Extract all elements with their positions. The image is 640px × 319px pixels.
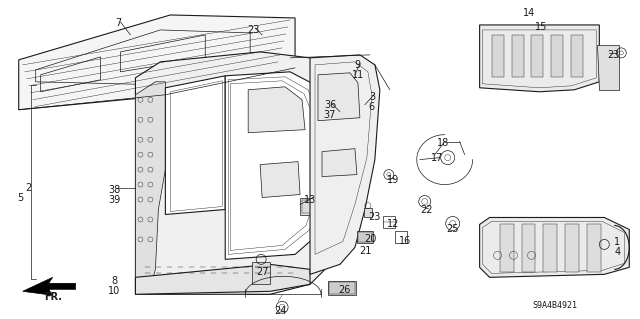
Text: 15: 15 — [535, 22, 548, 32]
Polygon shape — [136, 264, 310, 294]
Bar — [552, 35, 563, 77]
Text: 6: 6 — [369, 102, 375, 112]
Polygon shape — [597, 45, 620, 90]
Text: 26: 26 — [338, 285, 350, 295]
Bar — [364, 207, 372, 218]
Text: 27: 27 — [256, 267, 268, 277]
Polygon shape — [248, 87, 305, 133]
Text: 23: 23 — [369, 212, 381, 222]
Text: 17: 17 — [431, 152, 443, 163]
Text: 4: 4 — [614, 248, 620, 257]
Polygon shape — [318, 73, 360, 121]
Text: 16: 16 — [399, 236, 411, 247]
Text: 39: 39 — [108, 195, 120, 204]
Text: 10: 10 — [108, 286, 120, 296]
Bar — [300, 197, 322, 216]
Bar — [531, 35, 543, 77]
Bar — [565, 225, 579, 272]
Bar — [511, 35, 524, 77]
Bar — [572, 35, 584, 77]
Polygon shape — [260, 162, 300, 197]
Text: 14: 14 — [524, 8, 536, 18]
Bar — [383, 217, 395, 228]
Text: 19: 19 — [387, 174, 399, 185]
Polygon shape — [136, 82, 165, 294]
Polygon shape — [225, 72, 330, 259]
Text: 23: 23 — [607, 50, 620, 60]
Polygon shape — [479, 25, 599, 92]
Text: 20: 20 — [365, 234, 377, 244]
Bar — [395, 232, 407, 243]
Bar — [358, 233, 372, 242]
Text: 36: 36 — [324, 100, 336, 110]
Text: 25: 25 — [447, 225, 459, 234]
Text: 24: 24 — [274, 306, 286, 316]
Text: 2: 2 — [26, 182, 32, 193]
Polygon shape — [479, 218, 629, 277]
Text: 3: 3 — [369, 92, 375, 102]
Polygon shape — [322, 149, 357, 177]
Text: 38: 38 — [108, 185, 120, 195]
Bar — [328, 281, 356, 295]
Text: 5: 5 — [17, 193, 24, 203]
Polygon shape — [22, 277, 76, 295]
Bar — [302, 199, 320, 213]
Text: 23: 23 — [247, 25, 259, 35]
Text: 9: 9 — [355, 60, 361, 70]
Bar — [252, 262, 270, 284]
Bar — [543, 225, 557, 272]
Polygon shape — [19, 15, 295, 110]
Text: 18: 18 — [436, 138, 449, 148]
Text: 13: 13 — [304, 195, 316, 204]
Text: FR.: FR. — [44, 292, 61, 302]
Bar — [522, 225, 536, 272]
Text: 12: 12 — [387, 219, 399, 229]
Text: 1: 1 — [614, 237, 620, 248]
Text: S9A4B4921: S9A4B4921 — [532, 301, 577, 310]
Bar — [492, 35, 504, 77]
Bar — [500, 225, 513, 272]
Text: 11: 11 — [352, 70, 364, 80]
Bar — [329, 282, 355, 294]
Bar — [357, 232, 373, 243]
Text: 7: 7 — [115, 18, 122, 28]
Polygon shape — [136, 52, 355, 294]
Polygon shape — [310, 55, 380, 274]
Polygon shape — [165, 76, 225, 214]
Text: 37: 37 — [324, 110, 336, 120]
Text: 21: 21 — [360, 246, 372, 256]
Text: 22: 22 — [420, 204, 433, 214]
Text: 8: 8 — [111, 276, 118, 286]
Bar — [588, 225, 602, 272]
